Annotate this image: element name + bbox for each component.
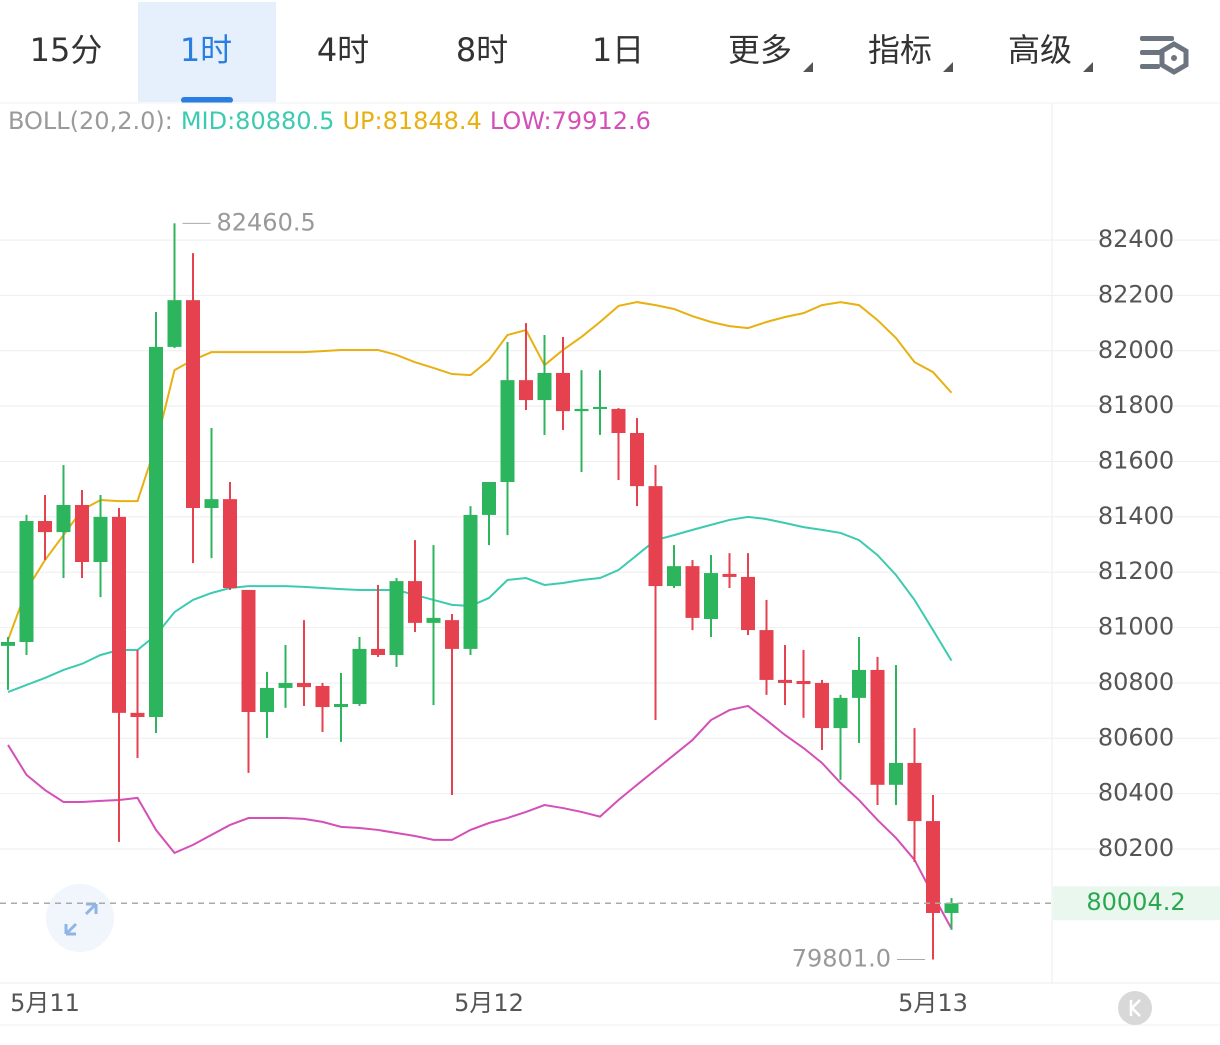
x-tick-label: 5月12 [454,989,524,1017]
candle-body [241,589,256,713]
y-tick-label: 81600 [1098,447,1174,475]
candle-body [112,516,126,713]
annotation-label: 79801.0 [792,944,891,972]
candle-body [408,581,422,623]
candle-body [630,433,644,487]
indicator-legend: MID:80880.5 [181,107,335,135]
dropdown-arrow [803,62,813,72]
tab[interactable]: 15分 [30,31,103,69]
candle-body [722,573,737,577]
candle-body [611,408,626,434]
candle-body [1,641,15,646]
candle-body [815,682,829,729]
tab[interactable]: 8时 [456,31,508,69]
candle-body [944,903,959,913]
candle-body [741,576,755,631]
candle-body [75,504,89,562]
current-price-box [1053,886,1220,921]
y-tick-label: 81000 [1098,613,1174,641]
candle-body [334,703,348,708]
candle-body [482,481,496,515]
active-tab-bg [138,2,276,102]
annotation-label: 82460.5 [217,208,316,236]
candle-body [907,762,922,822]
tab[interactable]: 更多 [728,31,792,69]
y-tick-label: 80800 [1098,668,1174,696]
tab[interactable]: 高级 [1008,31,1072,69]
y-tick-label: 81400 [1098,502,1174,530]
y-tick-label: 80200 [1098,834,1174,862]
candle-body [537,372,552,401]
expand-icon [64,902,98,936]
candle-body [19,521,34,642]
y-tick-label: 80600 [1098,723,1174,751]
y-tick-label: 82200 [1098,280,1174,308]
candle-body [648,486,663,587]
candle-body [796,681,811,685]
candle-body [685,566,700,618]
dropdown-arrow [943,62,953,72]
candle-body [889,762,903,785]
candle-body [445,620,459,649]
boll-line [7,301,953,641]
candle-body [667,566,681,587]
candle-body [500,380,515,482]
candle-body [130,712,145,717]
candle-body [371,648,385,655]
tab[interactable]: 指标 [868,31,932,69]
candle-body [93,516,108,562]
candle-body [352,648,367,704]
boll-line [7,704,953,930]
candle-body [389,581,404,655]
candle-body [297,682,311,688]
y-tick-label: 82000 [1098,336,1174,364]
candle-body [315,685,330,708]
tab[interactable]: 1日 [592,31,644,69]
candle-body [778,679,792,683]
indicator-legend: BOLL(20,2.0): [8,107,173,135]
candle-body [186,300,200,509]
candle-body [852,669,866,698]
x-tick-label: 5月11 [10,989,80,1017]
candle-body [574,408,589,412]
candle-body [519,380,533,401]
candle-body [556,372,570,412]
candle-body [167,300,182,347]
k-button[interactable] [1118,991,1152,1025]
indicator-legend: LOW:79912.6 [490,107,651,135]
active-tab-indicator [181,97,233,103]
x-tick-label: 5月13 [898,989,968,1017]
candle-body [759,630,774,680]
indicator-legend: UP:81848.4 [342,107,481,135]
tab[interactable]: 1时 [180,31,232,69]
candle-body [278,682,293,688]
candle-body [870,669,885,785]
candle-body [260,687,274,713]
candle-body [426,617,441,623]
candle-body [593,406,607,409]
candle-body [833,697,848,729]
candle-body [149,346,163,717]
candle-body [704,573,718,620]
y-tick-label: 81800 [1098,391,1174,419]
expand-button[interactable] [46,884,114,952]
k-icon [1129,999,1141,1017]
y-tick-label: 80400 [1098,779,1174,807]
candle-body [204,499,219,509]
candle-body [463,514,478,649]
candle-body [223,499,237,589]
y-tick-label: 82400 [1098,225,1174,253]
candle-body [56,504,71,533]
tab[interactable]: 4时 [317,31,369,69]
y-tick-label: 81200 [1098,557,1174,585]
boll-line [7,515,953,694]
settings-icon[interactable] [1140,36,1189,75]
candle-body [926,821,940,913]
current-price-label: 80004.2 [1086,888,1185,916]
dropdown-arrow [1083,62,1093,72]
candle-body [38,521,52,533]
